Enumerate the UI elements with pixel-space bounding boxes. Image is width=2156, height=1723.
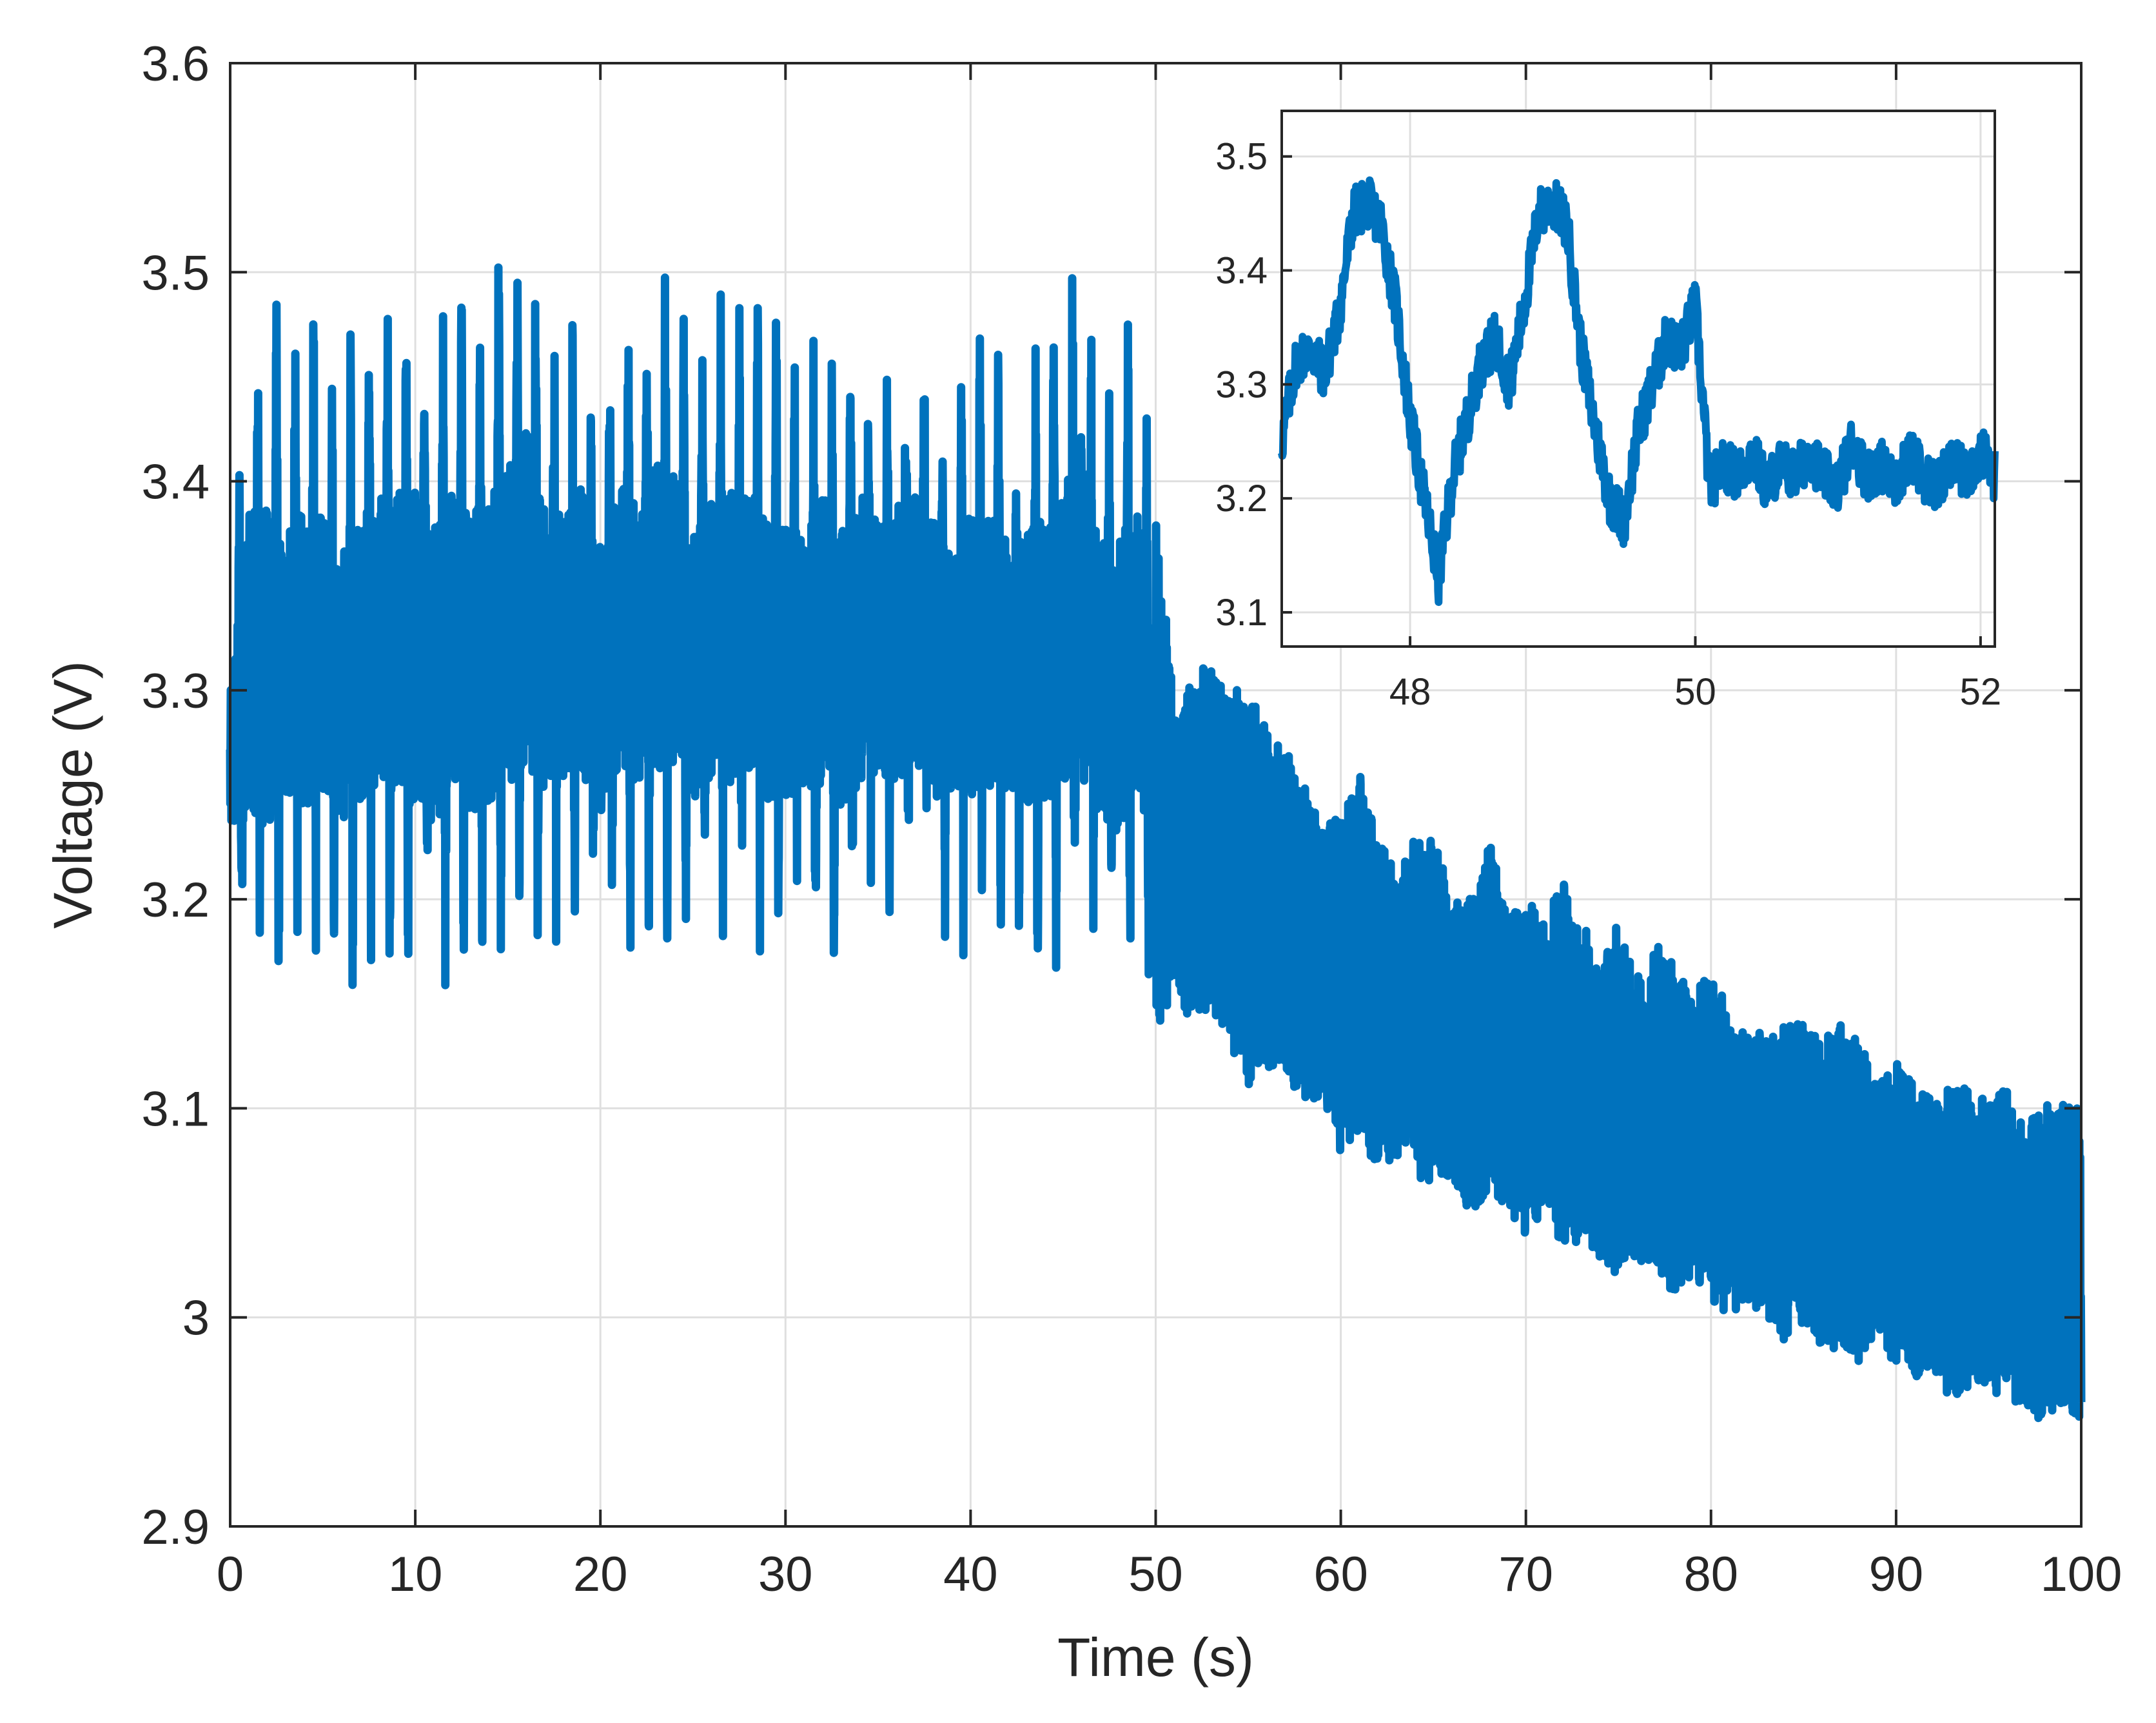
inset-y-tick-label: 3.4 (1215, 250, 1268, 292)
inset-grid (1282, 111, 1995, 647)
main-y-tick-label: 3.6 (141, 37, 210, 92)
inset-voltage-line (1278, 176, 1999, 607)
main-ticks (229, 62, 2082, 1528)
main-x-tick-label: 20 (573, 1547, 628, 1602)
x-axis-label: Time (s) (1057, 1627, 1254, 1688)
inset-x-tick-label: 48 (1389, 671, 1431, 713)
main-x-tick-label: 40 (943, 1547, 998, 1602)
inset-y-tick-label: 3.5 (1215, 136, 1268, 178)
main-y-tick-label: 3.4 (141, 455, 210, 510)
main-y-tick-label: 3.3 (141, 664, 210, 719)
inset-background (1282, 111, 1995, 647)
inset-y-tick-labels: 3.1 3.2 3.3 3.4 3.5 (1215, 136, 1268, 634)
inset-series (1278, 176, 1999, 607)
inset-x-tick-labels: 48 50 52 (1389, 671, 2001, 713)
inset-y-tick-label: 3.3 (1215, 364, 1268, 405)
main-series (226, 263, 2086, 1423)
inset-plot: 48 50 52 3.1 3.2 3.3 3.4 3.5 (1215, 110, 2001, 713)
main-y-tick-label: 3.2 (141, 873, 210, 928)
main-y-tick-label: 2.9 (141, 1500, 210, 1555)
inset-plot-frame (1280, 110, 1996, 648)
main-x-tick-label: 10 (388, 1547, 443, 1602)
inset-y-tick-label: 3.1 (1215, 592, 1268, 634)
main-x-tick-labels: 0 10 20 30 40 50 60 70 80 90 100 (217, 1547, 2122, 1602)
main-x-tick-label: 80 (1684, 1547, 1739, 1602)
main-x-tick-label: 30 (758, 1547, 813, 1602)
main-x-tick-label: 70 (1498, 1547, 1553, 1602)
main-y-tick-labels: 2.9 3 3.1 3.2 3.3 3.4 3.5 3.6 (141, 37, 210, 1555)
main-x-tick-label: 50 (1128, 1547, 1183, 1602)
inset-x-tick-label: 50 (1674, 671, 1716, 713)
main-x-tick-label: 60 (1313, 1547, 1368, 1602)
main-y-tick-label: 3.5 (141, 246, 210, 300)
main-x-tick-label: 90 (1869, 1547, 1924, 1602)
main-y-tick-label: 3 (182, 1291, 210, 1346)
inset-x-tick-label: 52 (1960, 671, 2002, 713)
main-voltage-line (226, 263, 2086, 1423)
main-x-tick-label: 100 (2041, 1547, 2122, 1602)
inset-ticks (1282, 155, 1982, 647)
main-y-tick-label: 3.1 (141, 1082, 210, 1136)
y-axis-label: Voltage (V) (43, 661, 103, 929)
inset-y-tick-label: 3.2 (1215, 478, 1268, 520)
main-x-tick-label: 0 (217, 1547, 244, 1602)
